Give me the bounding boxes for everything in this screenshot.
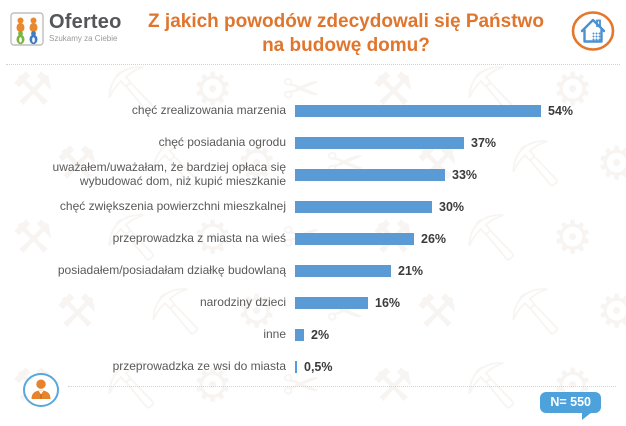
bar-area: 37% [295,136,616,150]
value-label: 37% [471,136,497,150]
chart-row: chęć posiadania ogrodu 37% [46,127,616,159]
bar [295,105,541,117]
chart-row: chęć zwiększenia powierzchni mieszkalnej… [46,191,616,223]
bar [295,233,414,245]
footer-divider [68,386,616,387]
value-label: 2% [311,328,330,342]
bar-area: 2% [295,328,616,342]
bar [295,137,464,149]
chart-row: inne 2% [46,319,616,351]
value-label: 26% [421,232,447,246]
category-label: uważałem/uważałam, że bardziej opłaca si… [52,160,286,188]
bar [295,265,391,277]
bar-area: 0,5% [295,360,616,374]
category-label: chęć zwiększenia powierzchni mieszkalnej [59,199,286,214]
bar [295,201,432,213]
house-icon [564,8,616,52]
sample-size-badge: N= 550 [540,392,601,420]
bar-area: 33% [295,168,616,182]
chart-row: przeprowadzka z miasta na wieś 26% [46,223,616,255]
bar [295,361,297,373]
category-label: przeprowadzka ze wsi do miasta [112,359,286,374]
value-label: 0,5% [304,360,333,374]
value-label: 54% [548,104,574,118]
chart-row: przeprowadzka ze wsi do miasta 0,5% [46,351,616,383]
person-icon [22,371,60,414]
brand-name: Oferteo [49,11,122,33]
value-label: 33% [452,168,478,182]
value-label: 21% [398,264,424,278]
category-label: przeprowadzka z miasta na wieś [112,231,286,246]
page-title: Z jakich powodów zdecydowali się Państwo… [128,8,564,58]
oferteo-logo-icon [10,12,44,51]
chart-row: posiadałem/posiadałam działkę budowlaną 2… [46,255,616,287]
bar-area: 26% [295,232,616,246]
chart-row: narodziny dzieci 16% [46,287,616,319]
category-label: chęć zrealizowania marzenia [131,103,286,118]
chart-row: uważałem/uważałam, że bardziej opłaca si… [46,159,616,191]
title-line-1: Z jakich powodów zdecydowali się Państwo [148,11,544,32]
bar [295,329,304,341]
bar-area: 30% [295,200,616,214]
value-label: 30% [439,200,465,214]
bar-area: 54% [295,104,616,118]
bar [295,169,445,181]
chart-rows: chęć zrealizowania marzenia 54% chęć posia… [46,95,616,383]
header: Oferteo Szukamy za Ciebie Z jakich powod… [0,0,626,60]
chart-row: chęć zrealizowania marzenia 54% [46,95,616,127]
header-divider [6,64,620,65]
bar-chart: chęć zrealizowania marzenia 54% chęć posia… [46,95,616,383]
title-line-2: na budowę domu? [262,34,430,56]
value-label: 16% [375,296,401,310]
brand-tagline: Szukamy za Ciebie [49,34,118,43]
bar-area: 16% [295,296,616,310]
oferteo-logo[interactable]: Oferteo Szukamy za Ciebie [10,8,128,51]
category-label: posiadałem/posiadałam działkę budowlaną [57,263,286,278]
category-label: narodziny dzieci [199,295,286,310]
category-label: inne [263,327,286,342]
bar [295,297,368,309]
category-label: chęć posiadania ogrodu [158,135,286,150]
bar-area: 21% [295,264,616,278]
